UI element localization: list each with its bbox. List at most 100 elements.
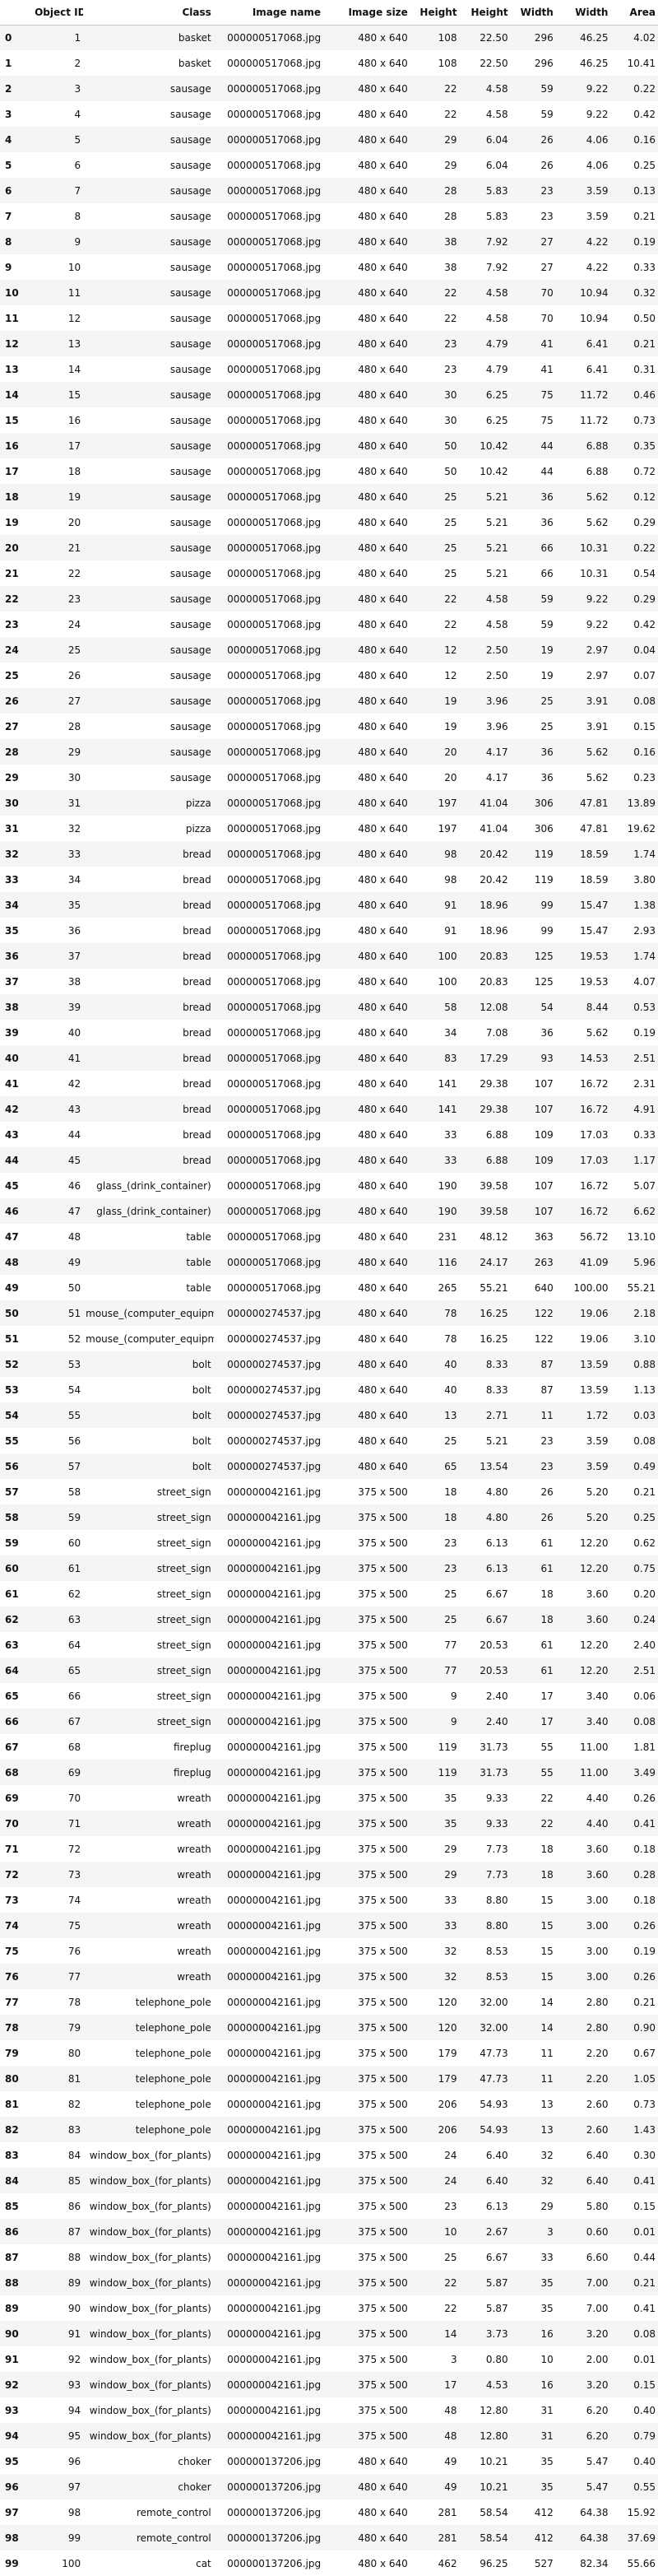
width-pct-cell: 11.72 <box>580 388 609 401</box>
height-px-cell: 35 <box>444 1817 457 1830</box>
height-px-cell: 25 <box>444 1588 457 1600</box>
image-size-cell: 480 x 640 <box>358 261 408 273</box>
row-index: 75 <box>5 1945 19 1957</box>
class-cell: mouse_(computer_equipment) <box>86 1332 214 1345</box>
image-size-cell: 375 x 500 <box>358 1562 408 1574</box>
area-cell: 0.03 <box>633 1409 656 1421</box>
image-size-cell: 375 x 500 <box>358 2098 408 2110</box>
height-pct-cell: 20.42 <box>480 873 508 886</box>
height-px-cell: 141 <box>438 1103 457 1115</box>
width-px-cell: 17 <box>540 1715 554 1727</box>
table-row: 80 81 telephone_pole 000000042161.jpg 375 x … <box>0 2066 658 2091</box>
object-id-cell: 90 <box>67 2302 81 2314</box>
object-id-cell: 36 <box>67 924 81 937</box>
area-cell: 0.49 <box>633 1460 656 1472</box>
height-px-cell: 91 <box>444 924 457 937</box>
area-cell: 15.92 <box>627 2506 656 2518</box>
image-name-cell: 000000042161.jpg <box>227 1613 322 1625</box>
row-index: 32 <box>5 848 19 860</box>
object-id-cell: 33 <box>67 848 81 860</box>
width-pct-cell: 2.80 <box>586 1996 609 2008</box>
height-px-cell: 25 <box>444 1434 457 1447</box>
image-name-cell: 000000042161.jpg <box>227 2251 322 2263</box>
image-size-cell: 480 x 640 <box>358 797 408 809</box>
image-name-cell: 000000137206.jpg <box>227 2557 322 2569</box>
table-row: 42 43 bread 000000517068.jpg 480 x 640 141 29.… <box>0 1096 658 1122</box>
image-name-cell: 000000274537.jpg <box>227 1332 322 1345</box>
image-name-cell: 000000517068.jpg <box>227 516 322 528</box>
class-cell: street_sign <box>156 1715 211 1727</box>
table-row: 94 95 window_box_(for_plants) 000000042161.… <box>0 2423 658 2448</box>
height-px-cell: 179 <box>438 2072 457 2085</box>
image-size-cell: 480 x 640 <box>358 363 408 375</box>
row-index: 40 <box>5 1052 19 1064</box>
class-cell: bread <box>183 1154 211 1166</box>
table-row: 63 64 street_sign 000000042161.jpg 375 x 500… <box>0 1632 658 1658</box>
image-size-cell: 480 x 640 <box>358 108 408 120</box>
width-px-cell: 61 <box>540 1639 554 1651</box>
height-pct-cell: 39.58 <box>480 1205 508 1217</box>
image-name-cell: 000000042161.jpg <box>227 2200 322 2212</box>
class-cell: sausage <box>169 491 211 503</box>
width-px-cell: 36 <box>540 491 554 503</box>
width-pct-cell: 16.72 <box>580 1103 609 1115</box>
class-cell: bread <box>183 924 211 937</box>
height-pct-cell: 4.58 <box>485 312 508 324</box>
image-name-cell: 000000042161.jpg <box>227 1741 322 1753</box>
image-name-cell: 000000042161.jpg <box>227 1970 322 1983</box>
row-index: 54 <box>5 1409 19 1421</box>
table-row: 31 32 pizza 000000517068.jpg 480 x 640 197 41.… <box>0 816 658 841</box>
height-pct-cell: 22.50 <box>480 31 508 44</box>
height-pct-cell: 13.54 <box>480 1460 508 1472</box>
width-px-cell: 93 <box>540 1052 554 1064</box>
row-index: 42 <box>5 1103 19 1115</box>
table-row: 83 84 window_box_(for_plants) 000000042161.… <box>0 2142 658 2168</box>
image-name-cell: 000000517068.jpg <box>227 133 322 146</box>
width-px-cell: 99 <box>540 924 554 937</box>
image-name-cell: 000000517068.jpg <box>227 363 322 375</box>
height-pct-cell: 54.93 <box>480 2098 508 2110</box>
image-name-cell: 000000517068.jpg <box>227 950 322 962</box>
height-pct-cell: 8.33 <box>485 1358 508 1370</box>
class-cell: remote_control <box>136 2532 211 2544</box>
table-row: 79 80 telephone_pole 000000042161.jpg 375 x … <box>0 2040 658 2066</box>
area-cell: 0.08 <box>633 1434 656 1447</box>
width-px-cell: 15 <box>540 1919 554 1932</box>
row-index: 70 <box>5 1817 19 1830</box>
image-size-cell: 480 x 640 <box>358 388 408 401</box>
table-row: 70 71 wreath 000000042161.jpg 375 x 500 35 9.3… <box>0 1811 658 1836</box>
class-cell: window_box_(for_plants) <box>89 2327 211 2340</box>
object-id-cell: 37 <box>67 950 81 962</box>
width-pct-cell: 9.22 <box>586 593 609 605</box>
width-px-cell: 13 <box>540 2098 554 2110</box>
height-px-cell: 77 <box>444 1664 457 1676</box>
table-row: 38 39 bread 000000517068.jpg 480 x 640 58 12.0… <box>0 994 658 1020</box>
image-name-cell: 000000517068.jpg <box>227 465 322 477</box>
width-pct-cell: 6.40 <box>586 2174 609 2187</box>
object-id-cell: 87 <box>67 2225 81 2238</box>
area-cell: 0.15 <box>633 2200 656 2212</box>
table-row: 71 72 wreath 000000042161.jpg 375 x 500 29 7.7… <box>0 1836 658 1862</box>
width-px-cell: 35 <box>540 2455 554 2467</box>
image-size-cell: 480 x 640 <box>358 822 408 835</box>
area-cell: 0.31 <box>633 363 656 375</box>
object-id-cell: 51 <box>67 1307 81 1319</box>
height-px-cell: 83 <box>444 1052 457 1064</box>
table-row: 60 61 street_sign 000000042161.jpg 375 x 500… <box>0 1555 658 1581</box>
object-id-cell: 78 <box>67 1996 81 2008</box>
image-name-cell: 000000517068.jpg <box>227 542 322 554</box>
height-pct-cell: 6.13 <box>485 2200 508 2212</box>
width-px-cell: 54 <box>540 1001 554 1013</box>
image-name-cell: 000000517068.jpg <box>227 848 322 860</box>
height-px-cell: 116 <box>438 1256 457 1268</box>
height-px-cell: 23 <box>444 337 457 350</box>
row-index: 96 <box>5 2481 19 2493</box>
image-size-cell: 480 x 640 <box>358 1358 408 1370</box>
image-name-cell: 000000517068.jpg <box>227 1077 322 1090</box>
row-index: 11 <box>5 312 19 324</box>
table-row: 87 88 window_box_(for_plants) 000000042161.… <box>0 2244 658 2270</box>
row-index: 20 <box>5 542 19 554</box>
height-pct-cell: 55.21 <box>480 1281 508 1294</box>
area-cell: 0.62 <box>633 1537 656 1549</box>
image-name-cell: 000000517068.jpg <box>227 924 322 937</box>
